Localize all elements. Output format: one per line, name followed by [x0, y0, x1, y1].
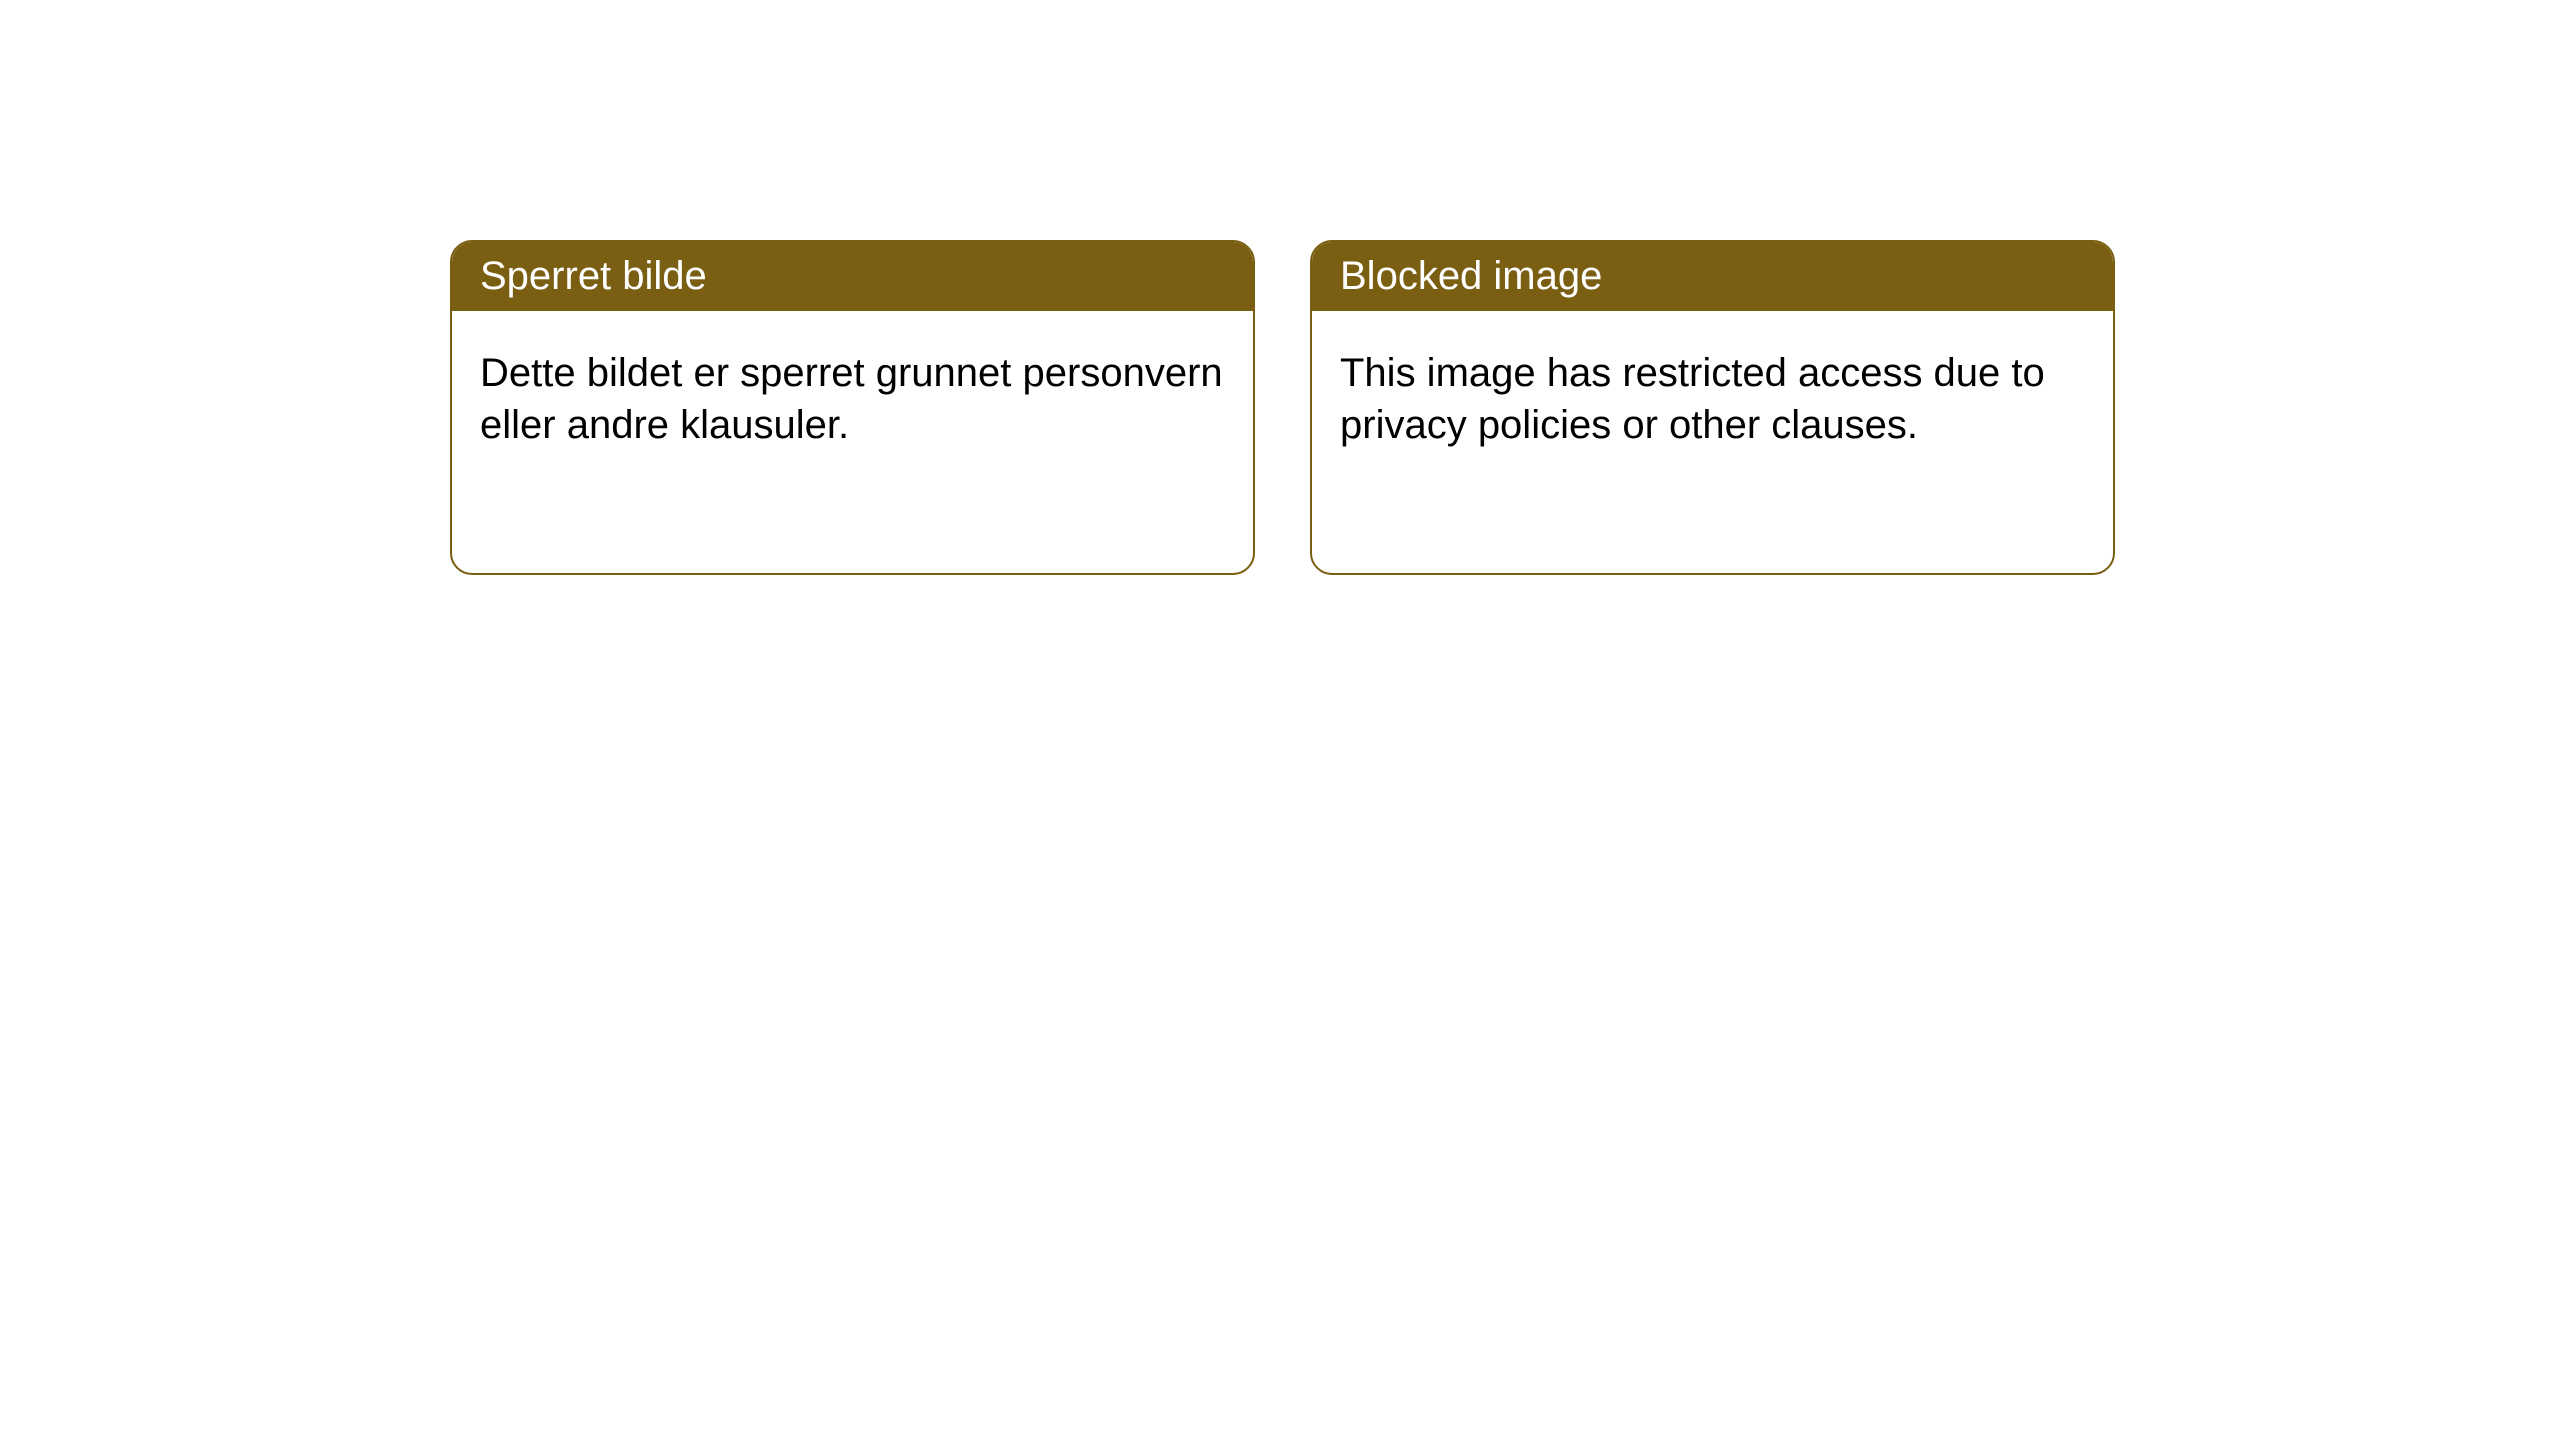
card-title-no: Sperret bilde: [480, 254, 707, 298]
blocked-image-card-en: Blocked image This image has restricted …: [1310, 240, 2115, 575]
card-header-no: Sperret bilde: [452, 242, 1253, 311]
card-message-en: This image has restricted access due to …: [1340, 351, 2045, 447]
blocked-image-card-no: Sperret bilde Dette bildet er sperret gr…: [450, 240, 1255, 575]
card-body-en: This image has restricted access due to …: [1312, 311, 2113, 487]
card-message-no: Dette bildet er sperret grunnet personve…: [480, 351, 1223, 447]
blocked-image-notices: Sperret bilde Dette bildet er sperret gr…: [450, 240, 2115, 575]
card-body-no: Dette bildet er sperret grunnet personve…: [452, 311, 1253, 487]
card-title-en: Blocked image: [1340, 254, 1602, 298]
card-header-en: Blocked image: [1312, 242, 2113, 311]
